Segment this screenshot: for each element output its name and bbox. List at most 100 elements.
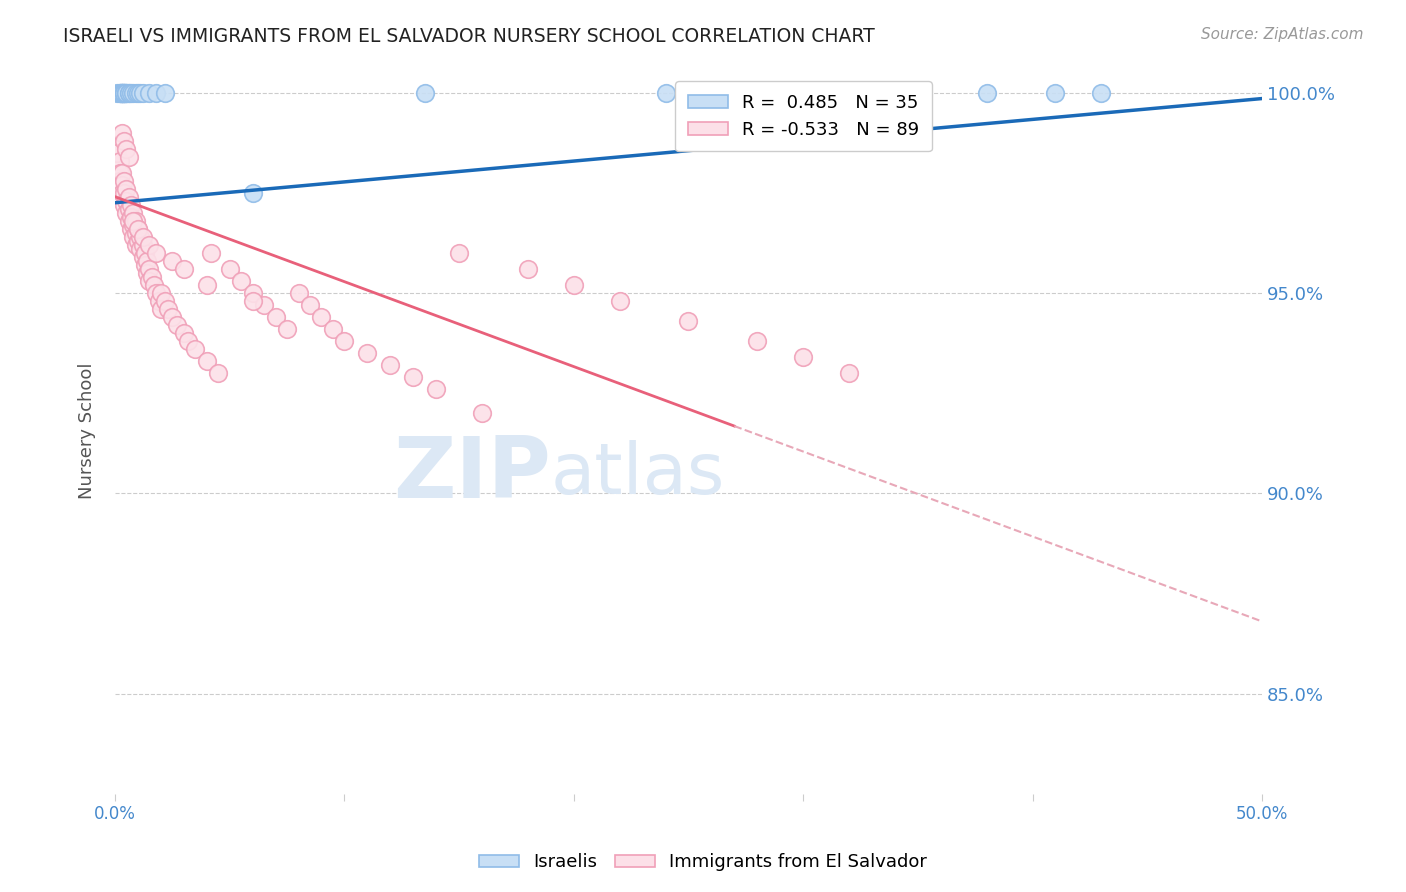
Point xyxy=(112,86,135,100)
Point xyxy=(134,245,156,260)
Point xyxy=(402,370,425,384)
Point xyxy=(1090,86,1112,100)
Point xyxy=(242,293,264,308)
Point xyxy=(115,86,138,100)
Point xyxy=(654,86,676,100)
Point xyxy=(143,277,166,292)
Point xyxy=(162,310,184,324)
Point xyxy=(111,126,134,140)
Text: ZIP: ZIP xyxy=(394,434,551,516)
Point xyxy=(162,253,184,268)
Point xyxy=(207,366,229,380)
Point xyxy=(380,358,402,372)
Point xyxy=(124,237,146,252)
Point xyxy=(120,86,142,100)
Point xyxy=(678,314,700,328)
Point xyxy=(792,350,814,364)
Point xyxy=(127,221,149,235)
Point xyxy=(166,318,188,332)
Point xyxy=(122,213,145,227)
Point xyxy=(138,237,160,252)
Point xyxy=(562,277,585,292)
Point xyxy=(127,221,149,235)
Point xyxy=(118,213,141,227)
Point xyxy=(111,86,134,100)
Point xyxy=(122,206,145,220)
Point xyxy=(145,285,167,300)
Point xyxy=(111,186,134,200)
Point xyxy=(138,274,160,288)
Legend: R =  0.485   N = 35, R = -0.533   N = 89: R = 0.485 N = 35, R = -0.533 N = 89 xyxy=(675,81,932,152)
Point xyxy=(122,229,145,244)
Point xyxy=(609,293,631,308)
Point xyxy=(112,86,135,100)
Point xyxy=(115,194,138,208)
Point xyxy=(112,86,135,100)
Point xyxy=(108,86,131,100)
Point xyxy=(747,86,769,100)
Point xyxy=(747,334,769,348)
Point xyxy=(838,366,860,380)
Point xyxy=(112,86,135,100)
Point xyxy=(356,346,378,360)
Legend: Israelis, Immigrants from El Salvador: Israelis, Immigrants from El Salvador xyxy=(471,847,935,879)
Point xyxy=(131,237,153,252)
Point xyxy=(122,218,145,232)
Point xyxy=(322,322,344,336)
Point xyxy=(122,86,145,100)
Point xyxy=(136,253,159,268)
Point xyxy=(177,334,200,348)
Y-axis label: Nursery School: Nursery School xyxy=(79,363,96,500)
Point xyxy=(195,277,218,292)
Point xyxy=(115,182,138,196)
Point xyxy=(145,86,167,100)
Point xyxy=(124,213,146,227)
Point xyxy=(149,301,172,316)
Point xyxy=(148,293,170,308)
Point xyxy=(111,86,134,100)
Point xyxy=(242,186,264,200)
Point xyxy=(129,86,152,100)
Point xyxy=(138,261,160,276)
Point xyxy=(131,250,153,264)
Point xyxy=(111,86,134,100)
Point xyxy=(138,86,160,100)
Point xyxy=(131,229,153,244)
Point xyxy=(276,322,298,336)
Point xyxy=(118,190,141,204)
Point xyxy=(108,86,131,100)
Point xyxy=(111,86,134,100)
Point xyxy=(516,261,538,276)
Point xyxy=(218,261,240,276)
Text: atlas: atlas xyxy=(551,440,725,509)
Point xyxy=(115,86,138,100)
Point xyxy=(127,234,149,248)
Point xyxy=(129,242,152,256)
Point xyxy=(124,86,146,100)
Point xyxy=(136,266,159,280)
Point xyxy=(120,198,142,212)
Point xyxy=(298,298,321,312)
Point xyxy=(253,298,276,312)
Point xyxy=(120,221,142,235)
Point xyxy=(242,285,264,300)
Point xyxy=(311,310,333,324)
Point xyxy=(108,166,131,180)
Point xyxy=(115,86,138,100)
Text: Source: ZipAtlas.com: Source: ZipAtlas.com xyxy=(1201,27,1364,42)
Point xyxy=(413,86,436,100)
Point xyxy=(184,342,207,356)
Point xyxy=(115,206,138,220)
Point xyxy=(112,134,135,148)
Point xyxy=(118,86,141,100)
Point xyxy=(155,293,177,308)
Point xyxy=(134,258,156,272)
Point xyxy=(120,210,142,224)
Point xyxy=(112,198,135,212)
Point xyxy=(145,245,167,260)
Point xyxy=(111,86,134,100)
Point xyxy=(333,334,356,348)
Point xyxy=(118,150,141,164)
Point xyxy=(112,186,135,200)
Point xyxy=(124,226,146,240)
